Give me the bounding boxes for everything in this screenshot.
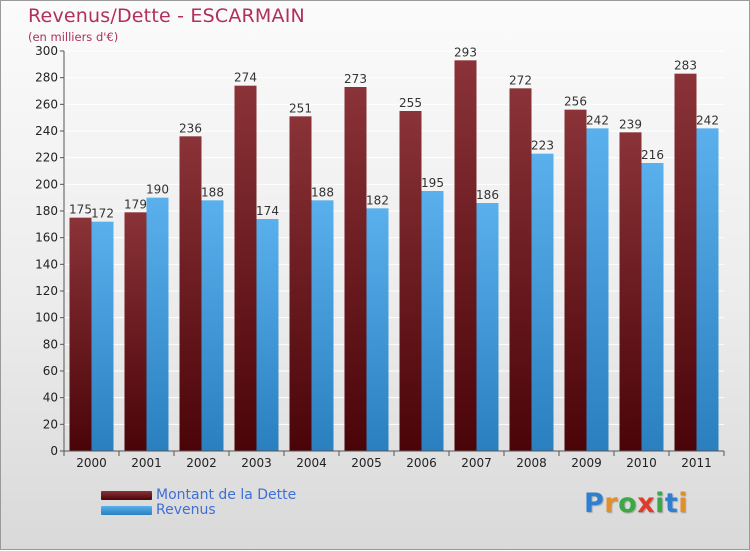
y-tick-label: 120 [35,284,58,298]
logo-letter: o [618,488,638,519]
revenue-bar [696,128,719,451]
logo-letter: i [678,488,689,519]
revenue-bar [641,163,664,451]
debt-value-label: 179 [124,197,147,211]
debt-bar [454,60,477,451]
y-tick-label: 240 [35,124,58,138]
revenue-value-label: 182 [366,193,389,207]
debt-value-label: 272 [509,73,532,87]
axes [63,51,724,452]
x-tick-label: 2003 [241,456,272,470]
revenue-bar [311,200,334,451]
x-tick-label: 2000 [76,456,107,470]
x-tick-label: 2004 [296,456,327,470]
debt-swatch [101,491,152,500]
y-tick-label: 220 [35,151,58,165]
revenue-bar [476,203,499,451]
revenue-bar [531,153,554,451]
y-tick-label: 40 [43,391,58,405]
x-tick-label: 2010 [626,456,657,470]
revenue-value-label: 216 [641,148,664,162]
debt-bar [619,132,642,452]
revenue-value-label: 242 [696,113,719,127]
x-tick-label: 2007 [461,456,492,470]
debt-value-label: 273 [344,72,367,86]
revenue-bar [421,191,444,451]
y-axis-ticks: 0 20 40 60 80 100 120 140 160 180 200 220 240 260 280 3… [35,44,64,458]
debt-bar [509,88,532,451]
debt-value-label: 239 [619,117,642,131]
gridlines [64,50,724,452]
debt-bar [179,136,202,452]
debt-value-label: 293 [454,45,477,59]
revenue-bar [366,208,389,451]
logo-letter: r [604,488,619,519]
debt-bar [69,217,92,451]
x-tick-label: 2005 [351,456,382,470]
legend-label-debt: Montant de la Dette [156,487,297,503]
revenue-value-label: 186 [476,188,499,202]
debt-value-label: 274 [234,71,257,85]
logo-letter: t [664,488,679,519]
debt-value-label: 255 [399,96,422,110]
bars [69,60,719,452]
debt-bar [124,212,147,451]
debt-value-label: 256 [564,95,587,109]
logo-letter: x [637,488,656,519]
y-tick-label: 280 [35,71,58,85]
chart-subtitle: (en milliers d'€) [28,30,119,44]
debt-bar [564,109,587,452]
y-tick-label: 300 [35,44,58,58]
revenue-value-label: 188 [311,185,334,199]
y-tick-label: 20 [43,417,58,431]
chart-title: Revenus/Dette - ESCARMAIN [28,5,305,27]
revenue-bar [146,197,169,451]
revenue-value-label: 223 [531,139,554,153]
y-tick-label: 160 [35,231,58,245]
x-axis-ticks: 2000 2001 2002 2003 2004 2005 2006 2007 2008 2009… [63,451,725,470]
revenue-bar [586,128,609,451]
debt-value-label: 251 [289,101,312,115]
debt-value-label: 236 [179,121,202,135]
x-tick-label: 2001 [131,456,162,470]
logo-letter: i [655,488,665,519]
logo-letter: P [584,488,605,519]
debt-bar [344,87,367,451]
revenue-value-label: 190 [146,183,169,197]
revenue-value-label: 242 [586,113,609,127]
revenue-value-label: 195 [421,176,444,190]
x-tick-label: 2002 [186,456,217,470]
revenue-bar [91,221,114,451]
y-tick-label: 140 [35,257,58,271]
debt-bar [674,73,697,452]
y-tick-label: 60 [43,364,58,378]
debt-value-label: 283 [674,59,697,73]
debt-bar [289,116,312,451]
y-tick-label: 0 [50,444,58,458]
x-tick-label: 2011 [681,456,712,470]
revenue-value-label: 172 [91,207,114,221]
x-tick-label: 2008 [516,456,547,470]
revenue-value-label: 174 [256,204,279,218]
x-tick-label: 2009 [571,456,602,470]
debt-bar [399,111,422,451]
revenue-bar [256,219,279,451]
revenue-swatch [101,506,152,515]
y-tick-label: 80 [43,337,58,351]
x-tick-label: 2006 [406,456,437,470]
debt-value-label: 175 [69,203,92,217]
y-tick-label: 100 [35,311,58,325]
y-tick-label: 260 [35,97,58,111]
revenue-bar [201,200,224,451]
proxiti-logo: Proxiti [584,488,688,519]
revenue-value-label: 188 [201,185,224,199]
y-tick-label: 200 [35,177,58,191]
legend-label-revenue: Revenus [156,502,216,518]
y-tick-label: 180 [35,204,58,218]
debt-bar [234,85,257,452]
